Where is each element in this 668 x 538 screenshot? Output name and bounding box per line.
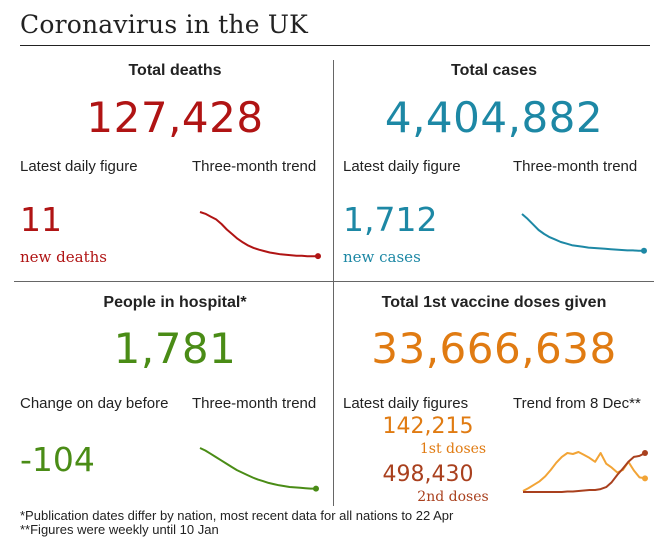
- deaths-trend-chart: [199, 211, 321, 260]
- vaccine-trend-endpoint-1: [642, 449, 648, 456]
- vaccine-second-value: 498,430: [382, 462, 474, 487]
- hospital-total: 1,781: [113, 324, 237, 373]
- vaccine-second-sub: 2nd doses: [417, 489, 489, 505]
- deaths-total: 127,428: [86, 93, 264, 142]
- hospital-change-label: Change on day before: [20, 395, 169, 412]
- vaccine-daily-label: Latest daily figures: [343, 395, 469, 412]
- deaths-trend-label: Three-month trend: [192, 158, 317, 175]
- footnote-publication: *Publication dates differ by nation, mos…: [20, 508, 454, 523]
- deaths-heading: Total deaths: [128, 62, 222, 79]
- deaths-trend-endpoint-0: [315, 253, 321, 260]
- cases-trend-line-0: [521, 213, 644, 252]
- vaccine-trend-chart: [522, 449, 648, 493]
- cases-daily-value: 1,712: [343, 200, 438, 239]
- hospital-trend-chart: [199, 447, 319, 492]
- hospital-trend-line-0: [199, 447, 316, 490]
- hospital-trend-label: Three-month trend: [192, 395, 317, 412]
- deaths-daily-value: 11: [20, 200, 62, 239]
- page-title: Coronavirus in the UK: [20, 10, 309, 39]
- vaccine-heading: Total 1st vaccine doses given: [381, 294, 607, 311]
- horizontal-divider: [14, 281, 654, 282]
- vertical-divider: [333, 60, 334, 506]
- vaccine-first-value: 142,215: [382, 414, 474, 439]
- vaccine-trend-line-0: [522, 451, 646, 492]
- vaccine-trend-label: Trend from 8 Dec**: [513, 395, 641, 412]
- cases-trend-endpoint-0: [641, 247, 647, 254]
- hospital-heading: People in hospital*: [103, 294, 247, 311]
- cases-daily-sub: new cases: [343, 248, 421, 266]
- cases-daily-label: Latest daily figure: [343, 158, 461, 175]
- vaccine-total: 33,666,638: [371, 324, 617, 373]
- footnote-weekly: **Figures were weekly until 10 Jan: [20, 522, 219, 537]
- vaccine-first-sub: 1st doses: [419, 441, 487, 457]
- cases-total: 4,404,882: [384, 93, 604, 142]
- hospital-change-value: -104: [20, 440, 95, 479]
- vaccine-trend-endpoint-0: [642, 475, 648, 482]
- cases-heading: Total cases: [451, 62, 537, 79]
- deaths-daily-label: Latest daily figure: [20, 158, 138, 175]
- cases-trend-chart: [521, 213, 647, 254]
- vaccine-trend-line-1: [523, 452, 646, 493]
- deaths-trend-line-0: [199, 211, 318, 258]
- cases-trend-label: Three-month trend: [513, 158, 638, 175]
- title-rule: [20, 45, 650, 46]
- hospital-trend-endpoint-0: [313, 485, 319, 492]
- deaths-daily-sub: new deaths: [20, 248, 107, 266]
